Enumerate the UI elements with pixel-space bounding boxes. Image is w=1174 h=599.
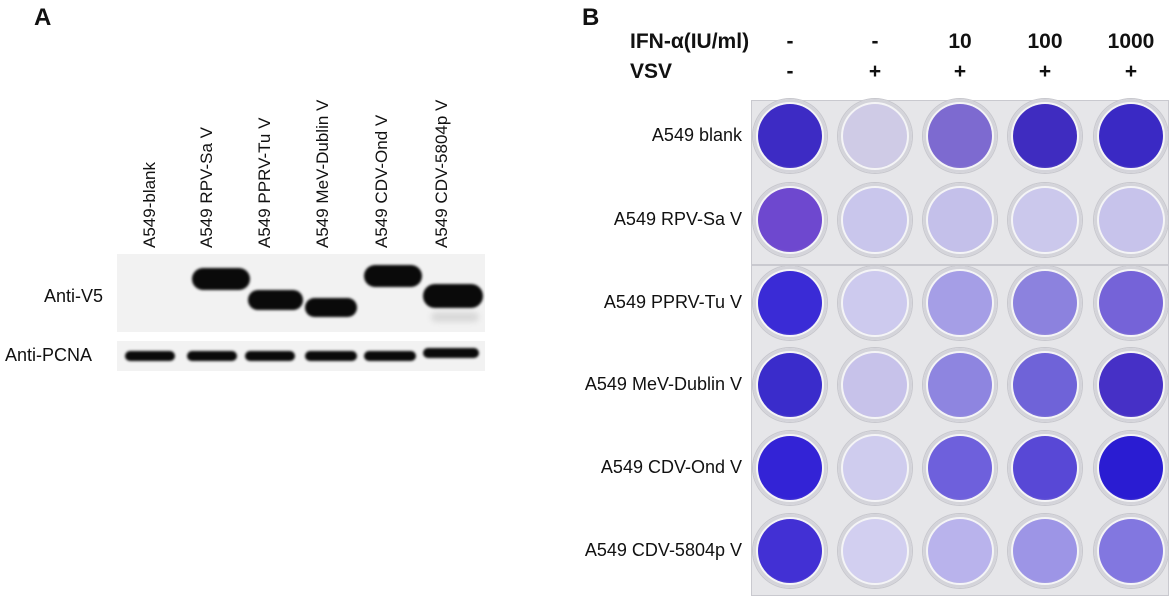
stained-well bbox=[843, 188, 907, 252]
panel-a-letter: A bbox=[34, 4, 52, 31]
vsv-value: + bbox=[868, 60, 882, 83]
ifn-dose-value: - bbox=[786, 30, 794, 53]
vsv-value: + bbox=[1038, 60, 1052, 83]
row-label: A549 CDV-Ond V bbox=[600, 457, 742, 477]
ifn-dose-value: 100 bbox=[1027, 30, 1063, 53]
lane-label: A549-blank bbox=[140, 161, 159, 248]
row-label: A549 PPRV-Tu V bbox=[603, 292, 742, 312]
stained-well bbox=[758, 519, 822, 583]
band-pcna-4 bbox=[305, 351, 357, 361]
stained-well bbox=[1013, 436, 1077, 500]
band-pcna-6 bbox=[423, 348, 479, 358]
band-pcna-3 bbox=[245, 351, 295, 361]
row-label: A549 MeV-Dublin V bbox=[584, 374, 742, 394]
stained-well bbox=[928, 519, 992, 583]
stained-well bbox=[758, 104, 822, 168]
stained-well bbox=[758, 188, 822, 252]
stained-well bbox=[1013, 104, 1077, 168]
anti-pcna-blot bbox=[117, 341, 485, 371]
lane-label: A549 CDV-5804p V bbox=[432, 99, 451, 248]
ifn-label: IFN-α(IU/ml) bbox=[630, 30, 750, 53]
row-label: A549 blank bbox=[651, 125, 742, 145]
band-pcna-5 bbox=[364, 351, 416, 361]
band-v5-cdv-ond bbox=[364, 265, 422, 287]
lane-label: A549 CDV-Ond V bbox=[372, 114, 391, 248]
band-v5-smudge bbox=[431, 312, 479, 322]
stained-well bbox=[758, 353, 822, 417]
stained-well bbox=[1013, 519, 1077, 583]
vsv-value: + bbox=[1124, 60, 1138, 83]
band-v5-pprv bbox=[248, 290, 303, 310]
ifn-dose-value: - bbox=[871, 30, 879, 53]
stained-well bbox=[1099, 188, 1163, 252]
stained-well bbox=[928, 188, 992, 252]
anti-pcna-label: Anti-PCNA bbox=[5, 345, 93, 365]
stained-well bbox=[758, 271, 822, 335]
stained-well bbox=[928, 104, 992, 168]
row-label: A549 RPV-Sa V bbox=[613, 209, 742, 229]
stained-well bbox=[1099, 519, 1163, 583]
anti-v5-blot bbox=[117, 254, 485, 332]
stained-well bbox=[928, 271, 992, 335]
stained-well bbox=[1099, 436, 1163, 500]
stained-well bbox=[843, 436, 907, 500]
band-v5-cdv-5804p bbox=[423, 284, 483, 308]
band-v5-mev bbox=[305, 298, 357, 317]
band-v5-rpv bbox=[192, 268, 250, 290]
stained-well bbox=[1099, 271, 1163, 335]
stained-well bbox=[1099, 353, 1163, 417]
band-pcna-2 bbox=[187, 351, 237, 361]
stained-well bbox=[843, 271, 907, 335]
stained-well bbox=[1013, 353, 1077, 417]
stained-well bbox=[1099, 104, 1163, 168]
stained-well bbox=[1013, 271, 1077, 335]
stained-well bbox=[928, 436, 992, 500]
stained-well bbox=[843, 104, 907, 168]
vsv-value: - bbox=[786, 60, 794, 83]
lane-label: A549 MeV-Dublin V bbox=[313, 99, 332, 248]
lane-label: A549 PPRV-Tu V bbox=[255, 117, 274, 248]
stained-well bbox=[758, 436, 822, 500]
panel-b-letter: B bbox=[582, 4, 600, 31]
band-pcna-1 bbox=[125, 351, 175, 361]
ifn-dose-value: 1000 bbox=[1107, 30, 1155, 53]
vsv-value: + bbox=[953, 60, 967, 83]
anti-v5-label: Anti-V5 bbox=[44, 286, 104, 306]
vsv-label: VSV bbox=[630, 60, 673, 83]
stained-well bbox=[928, 353, 992, 417]
stained-well bbox=[843, 519, 907, 583]
lane-label: A549 RPV-Sa V bbox=[197, 127, 216, 248]
ifn-dose-value: 10 bbox=[948, 30, 972, 53]
stained-well bbox=[1013, 188, 1077, 252]
stained-well bbox=[843, 353, 907, 417]
row-label: A549 CDV-5804p V bbox=[584, 540, 742, 560]
